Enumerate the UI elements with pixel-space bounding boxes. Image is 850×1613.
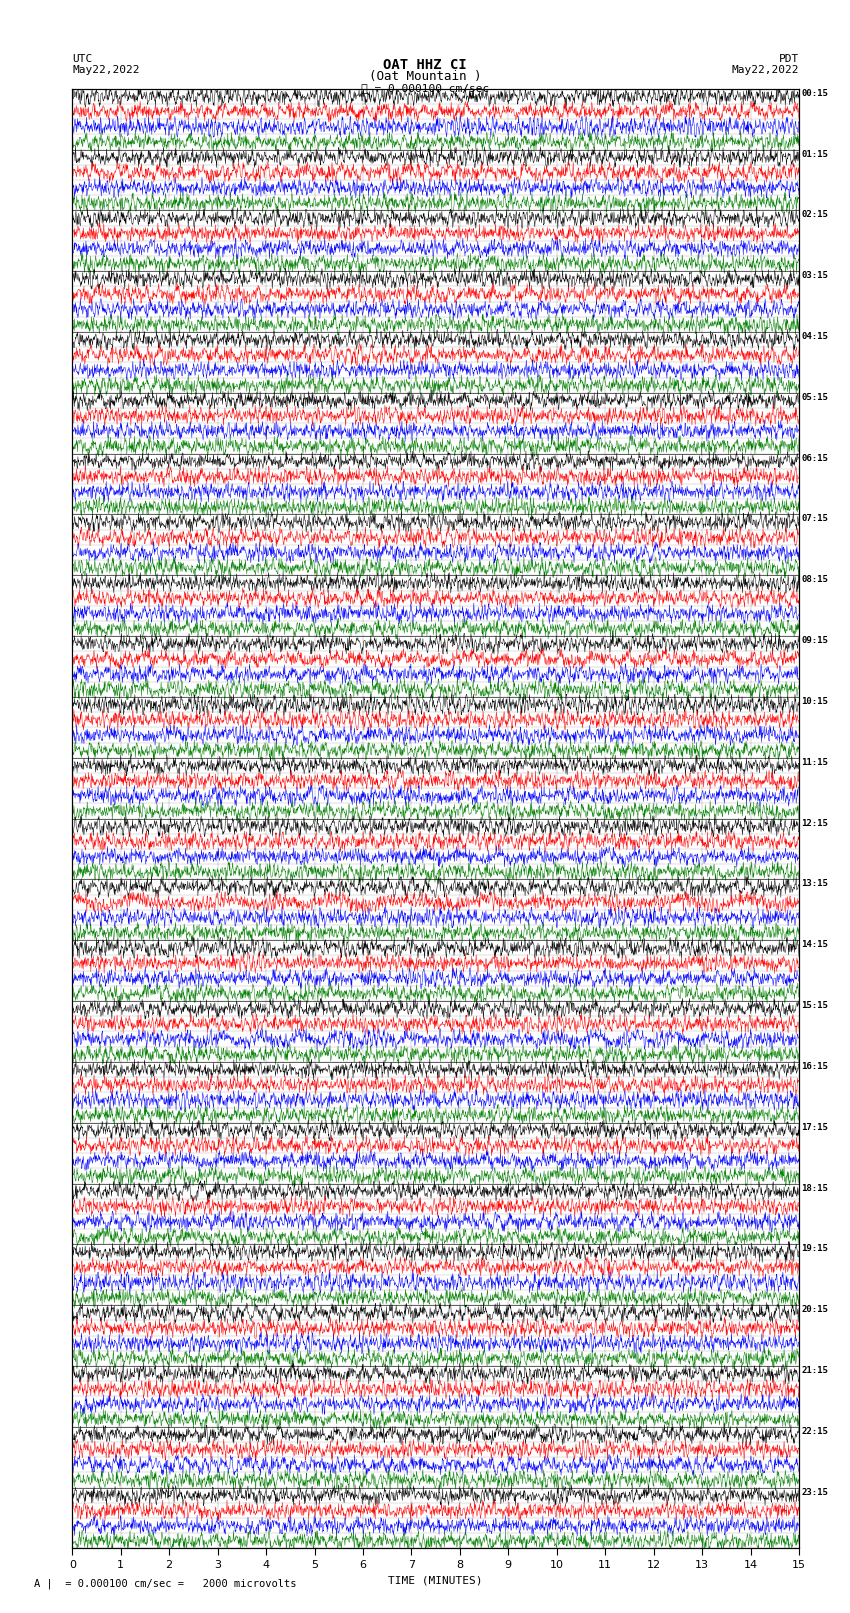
Text: 19:15: 19:15 bbox=[802, 1244, 828, 1253]
Text: 12:15: 12:15 bbox=[802, 819, 828, 827]
Text: 00:15: 00:15 bbox=[802, 89, 828, 98]
Text: May22,2022: May22,2022 bbox=[732, 65, 799, 76]
Text: 01:15: 01:15 bbox=[802, 150, 828, 158]
Text: 11:15: 11:15 bbox=[802, 758, 828, 766]
Text: 05:15: 05:15 bbox=[802, 394, 828, 402]
Text: 04:15: 04:15 bbox=[802, 332, 828, 340]
Text: 08:15: 08:15 bbox=[802, 576, 828, 584]
Text: 17:15: 17:15 bbox=[802, 1123, 828, 1132]
Text: 10:15: 10:15 bbox=[802, 697, 828, 706]
Text: (Oat Mountain ): (Oat Mountain ) bbox=[369, 69, 481, 84]
Text: 07:15: 07:15 bbox=[802, 515, 828, 524]
Text: 09:15: 09:15 bbox=[802, 636, 828, 645]
Text: 16:15: 16:15 bbox=[802, 1061, 828, 1071]
Text: 21:15: 21:15 bbox=[802, 1366, 828, 1374]
Text: 23:15: 23:15 bbox=[802, 1487, 828, 1497]
Text: 22:15: 22:15 bbox=[802, 1428, 828, 1436]
Text: OAT HHZ CI: OAT HHZ CI bbox=[383, 58, 467, 73]
Text: 14:15: 14:15 bbox=[802, 940, 828, 948]
Text: 20:15: 20:15 bbox=[802, 1305, 828, 1315]
Text: 02:15: 02:15 bbox=[802, 210, 828, 219]
X-axis label: TIME (MINUTES): TIME (MINUTES) bbox=[388, 1576, 483, 1586]
Text: 15:15: 15:15 bbox=[802, 1002, 828, 1010]
Text: A |  = 0.000100 cm/sec =   2000 microvolts: A | = 0.000100 cm/sec = 2000 microvolts bbox=[34, 1579, 297, 1589]
Text: ⎺ = 0.000100 cm/sec: ⎺ = 0.000100 cm/sec bbox=[361, 82, 489, 94]
Text: 18:15: 18:15 bbox=[802, 1184, 828, 1192]
Text: 13:15: 13:15 bbox=[802, 879, 828, 889]
Text: PDT: PDT bbox=[779, 53, 799, 65]
Text: 06:15: 06:15 bbox=[802, 453, 828, 463]
Text: 03:15: 03:15 bbox=[802, 271, 828, 281]
Text: May22,2022: May22,2022 bbox=[72, 65, 139, 76]
Text: UTC: UTC bbox=[72, 53, 93, 65]
